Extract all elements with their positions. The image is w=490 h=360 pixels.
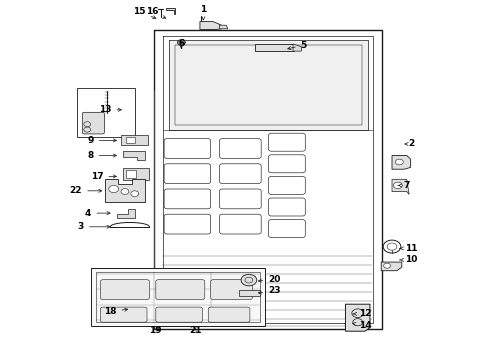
Text: 10: 10	[400, 256, 418, 264]
Text: 15: 15	[133, 7, 156, 19]
Circle shape	[109, 185, 119, 193]
FancyBboxPatch shape	[269, 220, 305, 238]
Bar	[122, 168, 149, 180]
Circle shape	[131, 191, 139, 197]
FancyBboxPatch shape	[269, 198, 305, 216]
Polygon shape	[105, 179, 145, 202]
Text: 21: 21	[189, 326, 201, 335]
Bar	[126, 137, 135, 143]
FancyBboxPatch shape	[220, 164, 261, 184]
FancyBboxPatch shape	[269, 155, 305, 173]
Polygon shape	[117, 209, 135, 218]
Text: 5: 5	[288, 40, 307, 50]
Text: 16: 16	[146, 7, 166, 18]
FancyBboxPatch shape	[269, 133, 305, 151]
Text: 2: 2	[405, 139, 415, 148]
Text: 19: 19	[149, 326, 162, 335]
FancyBboxPatch shape	[100, 307, 147, 322]
Polygon shape	[345, 304, 370, 331]
Polygon shape	[255, 44, 294, 51]
Text: 4: 4	[85, 209, 110, 217]
FancyBboxPatch shape	[220, 139, 261, 158]
FancyBboxPatch shape	[164, 189, 211, 209]
FancyBboxPatch shape	[164, 139, 211, 158]
Polygon shape	[392, 179, 409, 194]
FancyBboxPatch shape	[211, 280, 252, 300]
FancyBboxPatch shape	[156, 280, 205, 300]
Polygon shape	[166, 8, 175, 14]
Text: 14: 14	[353, 321, 371, 330]
Polygon shape	[169, 40, 368, 130]
Text: 11: 11	[400, 244, 418, 253]
FancyBboxPatch shape	[220, 189, 261, 209]
Text: 3: 3	[78, 222, 110, 231]
Bar	[126, 170, 136, 178]
FancyBboxPatch shape	[164, 214, 211, 234]
Polygon shape	[200, 22, 221, 30]
Circle shape	[384, 263, 391, 268]
Text: 7: 7	[398, 181, 410, 190]
Text: 23: 23	[258, 287, 281, 295]
Text: 13: 13	[99, 105, 122, 114]
FancyBboxPatch shape	[208, 307, 250, 322]
Polygon shape	[239, 290, 260, 296]
FancyBboxPatch shape	[100, 280, 149, 300]
Polygon shape	[91, 268, 265, 326]
Text: 8: 8	[88, 151, 117, 160]
Bar	[77, 88, 135, 137]
FancyBboxPatch shape	[164, 164, 211, 184]
Circle shape	[121, 189, 129, 194]
Text: 18: 18	[104, 307, 128, 316]
Circle shape	[395, 159, 403, 165]
FancyBboxPatch shape	[156, 307, 202, 322]
Text: 22: 22	[70, 186, 102, 195]
FancyBboxPatch shape	[269, 176, 305, 194]
FancyBboxPatch shape	[220, 214, 261, 234]
FancyBboxPatch shape	[82, 112, 104, 134]
Text: 6: 6	[178, 40, 184, 49]
Bar	[121, 135, 148, 145]
Text: 20: 20	[258, 274, 281, 284]
Circle shape	[177, 40, 185, 45]
Text: 17: 17	[91, 172, 117, 181]
Polygon shape	[293, 44, 301, 51]
Polygon shape	[392, 156, 411, 169]
Text: 1: 1	[200, 4, 206, 20]
Circle shape	[241, 274, 257, 286]
Text: 12: 12	[353, 309, 371, 318]
Polygon shape	[381, 262, 402, 271]
Circle shape	[393, 182, 402, 189]
Polygon shape	[220, 25, 228, 29]
Polygon shape	[122, 151, 145, 160]
Text: 9: 9	[87, 136, 117, 145]
